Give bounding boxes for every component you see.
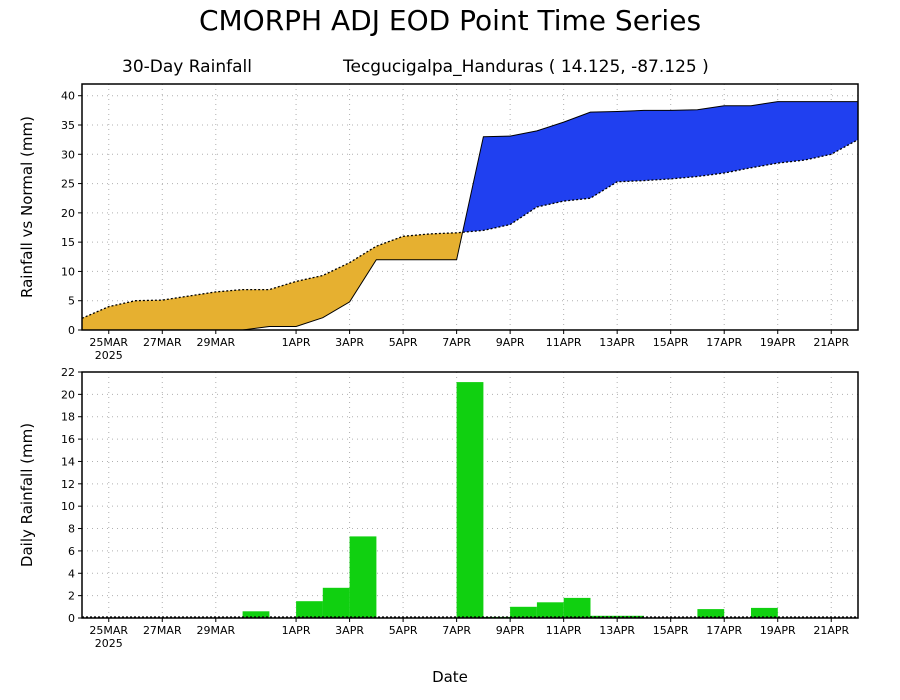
normal-series-line <box>81 139 859 319</box>
bottom-ytick-label-0: 0 <box>68 612 75 625</box>
top-ytick-label-1: 5 <box>68 295 75 308</box>
top-ytick-label-4: 20 <box>61 207 75 220</box>
bottom-xtick-label-5: 5APR <box>389 624 418 637</box>
top-ytick-label-2: 10 <box>61 265 75 278</box>
top-ytick-label-7: 35 <box>61 119 75 132</box>
bottom-xtick-label-8: 11APR <box>546 624 582 637</box>
top-xtick-label-9: 13APR <box>599 336 635 349</box>
top-ytick-label-6: 30 <box>61 148 75 161</box>
chart-title: CMORPH ADJ EOD Point Time Series <box>199 4 701 37</box>
top-xtick-label-5: 5APR <box>389 336 418 349</box>
bottom-xtick-label-12: 19APR <box>760 624 796 637</box>
bottom-ytick-label-9: 18 <box>61 411 75 424</box>
top-xtick-label-13: 21APR <box>813 336 849 349</box>
bottom-xtick-label-13: 21APR <box>813 624 849 637</box>
bottom-xtick-label-4: 3APR <box>335 624 364 637</box>
bottom-ytick-label-7: 14 <box>61 455 75 468</box>
bottom-ytick-label-10: 20 <box>61 388 75 401</box>
bottom-ylabel: Daily Rainfall (mm) <box>18 423 36 567</box>
top-ytick-label-0: 0 <box>68 324 75 337</box>
top-frame <box>81 83 859 331</box>
bottom-xtick-label-2: 29MAR <box>196 624 235 637</box>
bottom-ytick-label-5: 10 <box>61 500 75 513</box>
daily-bar-9 <box>296 601 323 618</box>
bottom-ytick-label-4: 8 <box>68 523 75 536</box>
top-xtick-label-10: 15APR <box>653 336 689 349</box>
daily-bar-24 <box>697 609 725 618</box>
chart-subtitle-right: Tecgucigalpa_Handuras ( 14.125, -87.125 … <box>342 57 709 77</box>
bottom-xtick-label-6: 7APR <box>442 624 471 637</box>
bottom-xtick-label-11: 17APR <box>706 624 742 637</box>
bottom-xtick-label-0: 25MAR <box>89 624 128 637</box>
bottom-xtick-label-7: 9APR <box>496 624 525 637</box>
top-xtick-label-6: 7APR <box>442 336 471 349</box>
top-ytick-label-5: 25 <box>61 178 75 191</box>
bottom-ytick-label-6: 12 <box>61 478 75 491</box>
bottom-year-label: 2025 <box>95 637 123 650</box>
daily-bar-10 <box>322 587 350 618</box>
bottom-xtick-label-10: 15APR <box>653 624 689 637</box>
top-xtick-label-11: 17APR <box>706 336 742 349</box>
top-xtick-label-3: 1APR <box>282 336 311 349</box>
bottom-ytick-label-8: 16 <box>61 433 75 446</box>
top-xtick-label-12: 19APR <box>760 336 796 349</box>
top-ytick-label-3: 15 <box>61 236 75 249</box>
chart-subtitle-left: 30-Day Rainfall <box>122 57 252 77</box>
daily-bar-19 <box>563 597 591 618</box>
daily-bar-11 <box>349 536 377 618</box>
bottom-xtick-label-1: 27MAR <box>143 624 182 637</box>
top-ytick-label-8: 40 <box>61 90 75 103</box>
daily-bar-15 <box>456 382 484 618</box>
x-axis-label: Date <box>432 668 468 686</box>
bottom-ytick-label-3: 6 <box>68 545 75 558</box>
top-xtick-label-0: 25MAR <box>89 336 128 349</box>
top-xtick-label-1: 27MAR <box>143 336 182 349</box>
bottom-xtick-label-3: 1APR <box>282 624 311 637</box>
surplus-area-1 <box>462 101 858 233</box>
top-year-label: 2025 <box>95 349 123 362</box>
daily-bar-26 <box>751 607 778 618</box>
deficit-area-0 <box>82 232 463 330</box>
top-xtick-label-7: 9APR <box>496 336 525 349</box>
bottom-frame <box>81 371 859 619</box>
daily-bar-18 <box>536 602 564 618</box>
top-xtick-label-4: 3APR <box>335 336 364 349</box>
top-xtick-label-2: 29MAR <box>196 336 235 349</box>
bottom-xtick-label-9: 13APR <box>599 624 635 637</box>
bottom-ytick-label-2: 4 <box>68 567 75 580</box>
daily-bar-7 <box>242 611 270 618</box>
top-ylabel: Rainfall vs Normal (mm) <box>18 116 36 298</box>
daily-bar-17 <box>510 606 537 618</box>
top-xtick-label-8: 11APR <box>546 336 582 349</box>
bottom-ytick-label-11: 22 <box>61 366 75 379</box>
bottom-ytick-label-1: 2 <box>68 590 75 603</box>
